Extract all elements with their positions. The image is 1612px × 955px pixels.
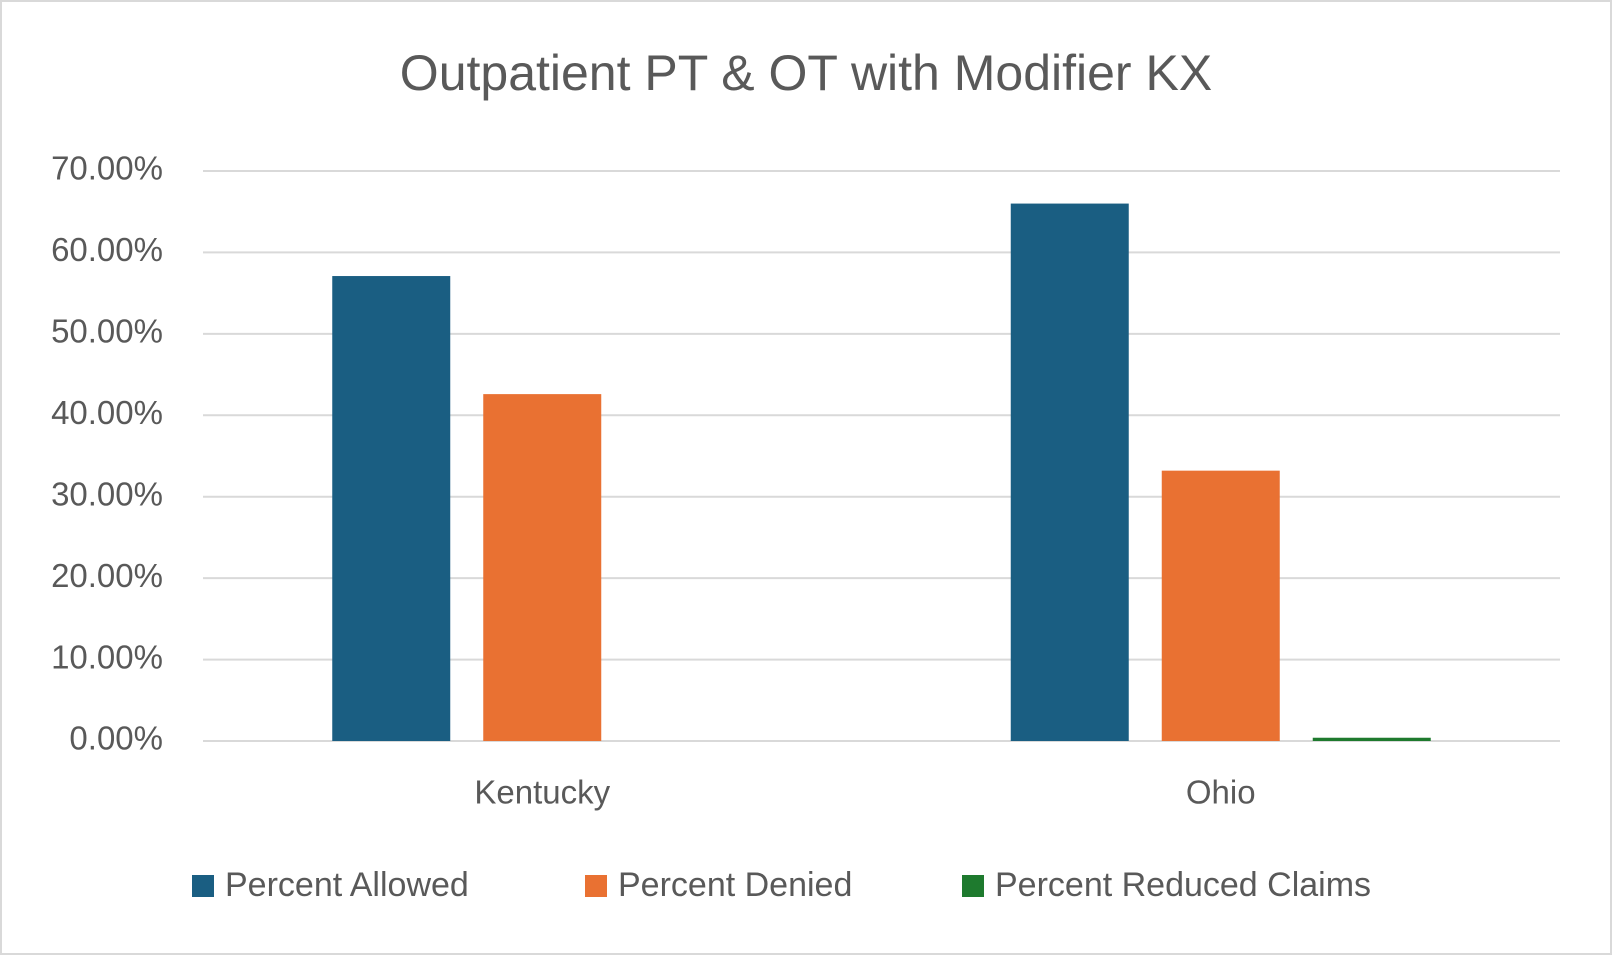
x-tick-label: Kentucky [474, 774, 610, 811]
y-tick-label: 40.00% [51, 394, 163, 431]
legend-swatch [585, 875, 607, 897]
y-tick-label: 10.00% [51, 638, 163, 675]
y-tick-label: 20.00% [51, 557, 163, 594]
y-tick-label: 70.00% [51, 150, 163, 187]
y-tick-label: 0.00% [69, 720, 163, 757]
legend-label: Percent Allowed [225, 866, 469, 904]
legend-swatch [192, 875, 214, 897]
legend-label: Percent Reduced Claims [995, 866, 1371, 904]
y-tick-label: 30.00% [51, 475, 163, 512]
chart-title: Outpatient PT & OT with Modifier KX [400, 45, 1212, 101]
bar [332, 276, 451, 741]
x-tick-label: Ohio [1186, 774, 1256, 811]
legend-swatch [962, 875, 984, 897]
y-tick-label: 50.00% [51, 313, 163, 350]
y-tick-label: 60.00% [51, 231, 163, 268]
bar [1161, 470, 1280, 741]
bar [483, 394, 602, 741]
bar [1312, 737, 1431, 741]
legend-label: Percent Denied [618, 866, 852, 904]
bar [1010, 203, 1129, 742]
